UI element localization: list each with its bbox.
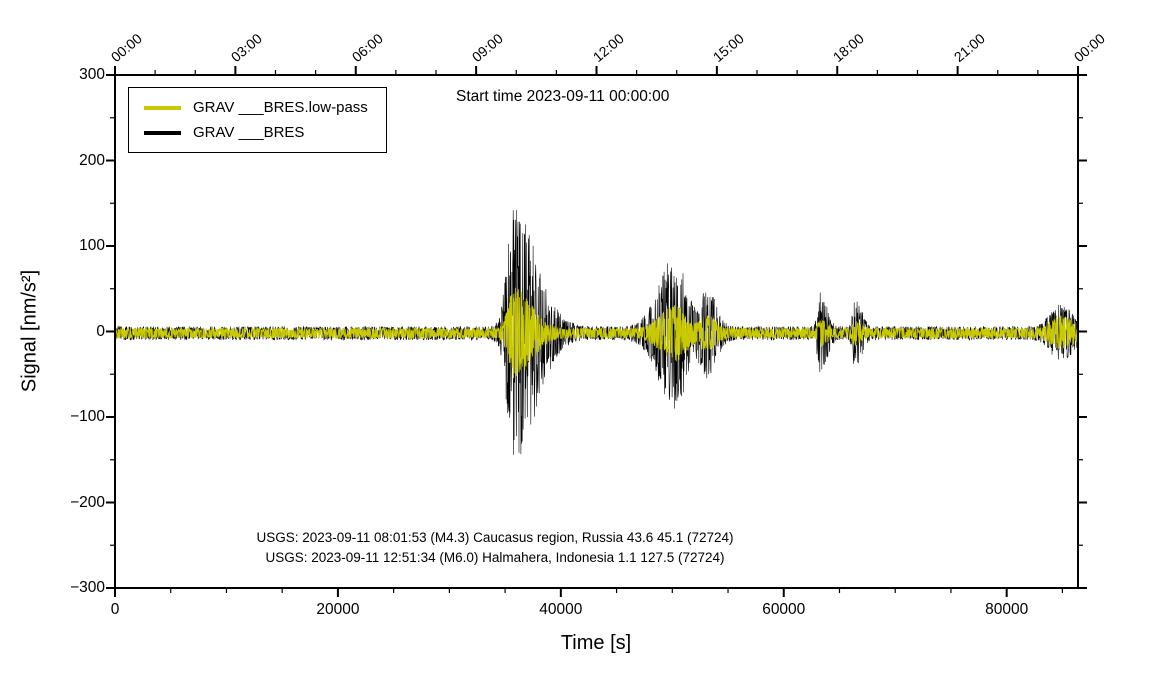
legend-swatch-lowpass — [144, 105, 181, 110]
y-axis-label: Signal [nm/s²] — [18, 269, 41, 393]
legend-swatch-raw — [144, 130, 181, 135]
waveform-1 — [115, 287, 1078, 379]
chart-title: Start time 2023-09-11 00:00:00 — [456, 88, 670, 105]
legend-entry-raw: GRAV ___BRES — [144, 124, 368, 141]
annotation-line-2: USGS: 2023-09-11 12:51:34 (M6.0) Halmahe… — [265, 550, 725, 565]
legend: GRAV ___BRES.low-pass GRAV ___BRES — [128, 87, 387, 153]
legend-label-lowpass: GRAV ___BRES.low-pass — [193, 99, 368, 116]
event-annotations: USGS: 2023-09-11 08:01:53 (M4.3) Caucasu… — [115, 528, 875, 568]
plot-frame — [114, 74, 1079, 589]
annotation-line-1: USGS: 2023-09-11 08:01:53 (M4.3) Caucasu… — [256, 530, 734, 545]
legend-entry-lowpass: GRAV ___BRES.low-pass — [144, 99, 368, 116]
waveforms — [115, 210, 1078, 455]
x-axis-label: Time [s] — [560, 632, 632, 654]
legend-label-raw: GRAV ___BRES — [193, 124, 305, 141]
